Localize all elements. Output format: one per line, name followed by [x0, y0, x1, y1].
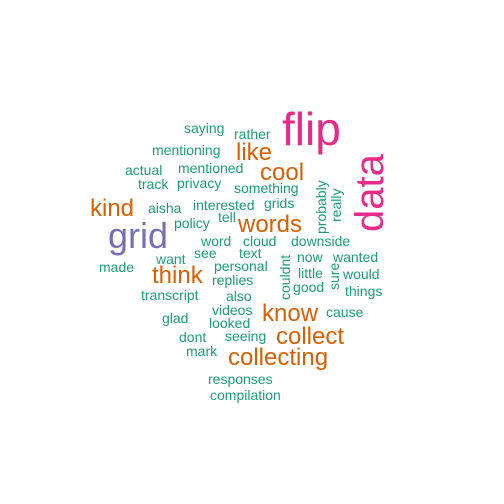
word-things: things — [345, 283, 383, 299]
word-glad: glad — [162, 310, 189, 326]
word-videos: videos — [212, 302, 253, 318]
word-actual: actual — [125, 162, 163, 178]
word-aisha: aisha — [148, 200, 182, 216]
word-now: now — [297, 249, 323, 265]
word-grid: grid — [108, 215, 169, 256]
word-collect: collect — [276, 323, 345, 350]
word-like: like — [236, 139, 273, 166]
word-responses: responses — [208, 371, 273, 387]
word-privacy: privacy — [177, 175, 222, 191]
word-wanted: wanted — [333, 249, 379, 265]
word-track: track — [138, 176, 169, 192]
word-policy: policy — [174, 215, 210, 231]
word-seeing: seeing — [225, 328, 267, 344]
word-transcript: transcript — [141, 287, 199, 303]
word-flip: flip — [282, 103, 341, 155]
word-interested: interested — [193, 197, 255, 213]
word-compilation: compilation — [210, 387, 281, 403]
word-personal: personal — [214, 258, 268, 274]
word-dont: dont — [179, 329, 207, 345]
word-sure: sure — [326, 262, 342, 290]
word-little: little — [298, 265, 323, 281]
word-think: think — [152, 262, 203, 289]
word-cloud: cloud — [243, 233, 277, 249]
word-grids: grids — [264, 195, 295, 211]
word-made: made — [99, 259, 135, 275]
word-cause: cause — [326, 304, 364, 320]
word-couldnt: couldnt — [277, 254, 293, 300]
word-would: would — [343, 266, 380, 282]
word-tell: tell — [218, 209, 236, 225]
word-probably: probably — [313, 180, 329, 234]
word-really: really — [328, 188, 344, 222]
word-rather: rather — [234, 126, 271, 142]
word-something: something — [234, 180, 299, 196]
word-replies: replies — [212, 272, 254, 288]
word-know: know — [262, 300, 319, 327]
word-mark: mark — [186, 343, 218, 359]
word-looked: looked — [209, 315, 251, 331]
word-kind: kind — [90, 195, 135, 222]
word-want: want — [156, 251, 186, 267]
word-cool: cool — [260, 159, 305, 186]
word-words: words — [238, 211, 303, 238]
word-text: text — [239, 245, 262, 261]
word-collecting: collecting — [228, 344, 329, 371]
word-word: word — [201, 233, 232, 249]
word-downside: downside — [291, 233, 351, 249]
word-also: also — [226, 288, 252, 304]
word-mentioned: mentioned — [178, 160, 244, 176]
word-saying: saying — [184, 120, 225, 136]
word-data: data — [348, 154, 392, 232]
word-mentioning: mentioning — [152, 142, 221, 158]
word-good: good — [293, 279, 325, 295]
word-see: see — [194, 245, 217, 261]
